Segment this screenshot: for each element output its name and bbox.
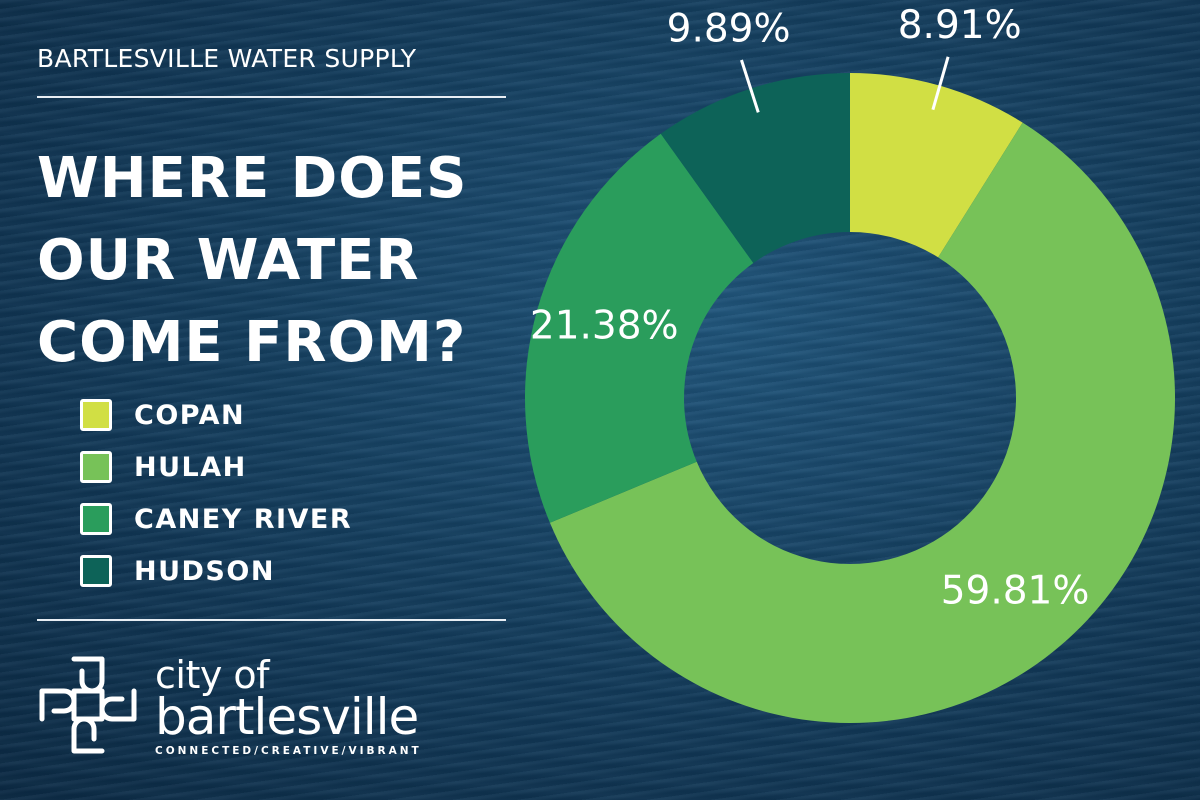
leader-line-copan xyxy=(931,56,950,111)
donut-slice-hudson xyxy=(660,73,850,264)
legend-label-caney-river: CANEY RIVER xyxy=(134,503,353,535)
data-label-hulah: 59.81% xyxy=(941,569,1090,614)
legend-swatch-copan xyxy=(80,399,112,431)
legend-item-hulah: HULAH xyxy=(80,441,352,493)
legend-swatch-caney-river xyxy=(80,503,112,535)
legend-item-hudson: HUDSON xyxy=(80,545,352,597)
top-divider xyxy=(37,96,506,98)
data-label-caney-river: 21.38% xyxy=(530,303,679,348)
legend: COPAN HULAH CANEY RIVER HUDSON xyxy=(80,389,352,597)
leader-line-hudson xyxy=(740,59,760,113)
data-label-copan: 8.91% xyxy=(898,3,1022,48)
donut-slice-caney-river xyxy=(525,133,754,523)
legend-label-copan: COPAN xyxy=(134,399,246,431)
headline-line-2: OUR WATER xyxy=(37,228,420,293)
donut-slice-hulah xyxy=(549,122,1175,723)
logo-tagline: CONNECTED/CREATIVE/VIBRANT xyxy=(155,745,422,757)
donut-slice-copan xyxy=(850,73,1023,258)
bottom-divider xyxy=(37,619,506,621)
chart-subtitle: BARTLESVILLE WATER SUPPLY xyxy=(37,44,417,73)
legend-label-hulah: HULAH xyxy=(134,451,247,483)
logo-line-bartlesville: bartlesville xyxy=(155,688,419,746)
headline: WHERE DOES OUR WATER COME FROM? xyxy=(37,138,517,384)
city-logo: city of bartlesville CONNECTED/CREATIVE/… xyxy=(155,655,422,757)
city-logo-mark-icon xyxy=(39,656,137,754)
legend-item-copan: COPAN xyxy=(80,389,352,441)
legend-label-hudson: HUDSON xyxy=(134,555,275,587)
legend-swatch-hudson xyxy=(80,555,112,587)
data-label-hudson: 9.89% xyxy=(667,7,791,52)
legend-item-caney-river: CANEY RIVER xyxy=(80,493,352,545)
headline-line-1: WHERE DOES xyxy=(37,146,468,211)
logo-line-city-of: city of xyxy=(155,653,270,697)
legend-swatch-hulah xyxy=(80,451,112,483)
headline-line-3: COME FROM? xyxy=(37,310,467,375)
